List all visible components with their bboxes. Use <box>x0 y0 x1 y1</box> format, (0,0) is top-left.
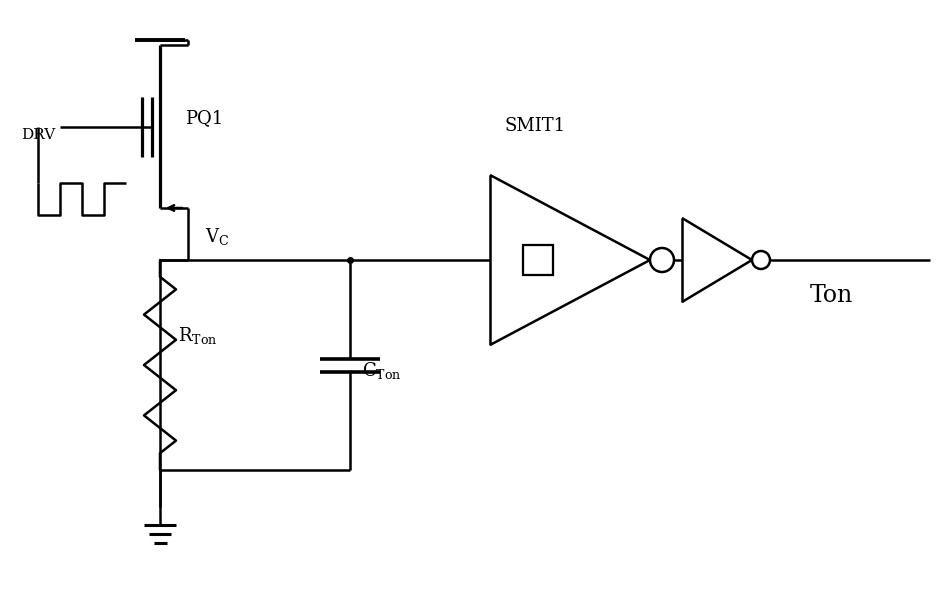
Text: V$_\mathregular{C}$: V$_\mathregular{C}$ <box>205 226 229 247</box>
Text: DRV: DRV <box>21 128 55 142</box>
Text: PQ1: PQ1 <box>185 109 223 127</box>
Text: SMIT1: SMIT1 <box>505 117 566 135</box>
Text: C$_\mathregular{Ton}$: C$_\mathregular{Ton}$ <box>362 360 402 381</box>
Text: Ton: Ton <box>810 284 853 306</box>
Text: R$_\mathregular{Ton}$: R$_\mathregular{Ton}$ <box>178 324 218 346</box>
Bar <box>523 245 553 275</box>
